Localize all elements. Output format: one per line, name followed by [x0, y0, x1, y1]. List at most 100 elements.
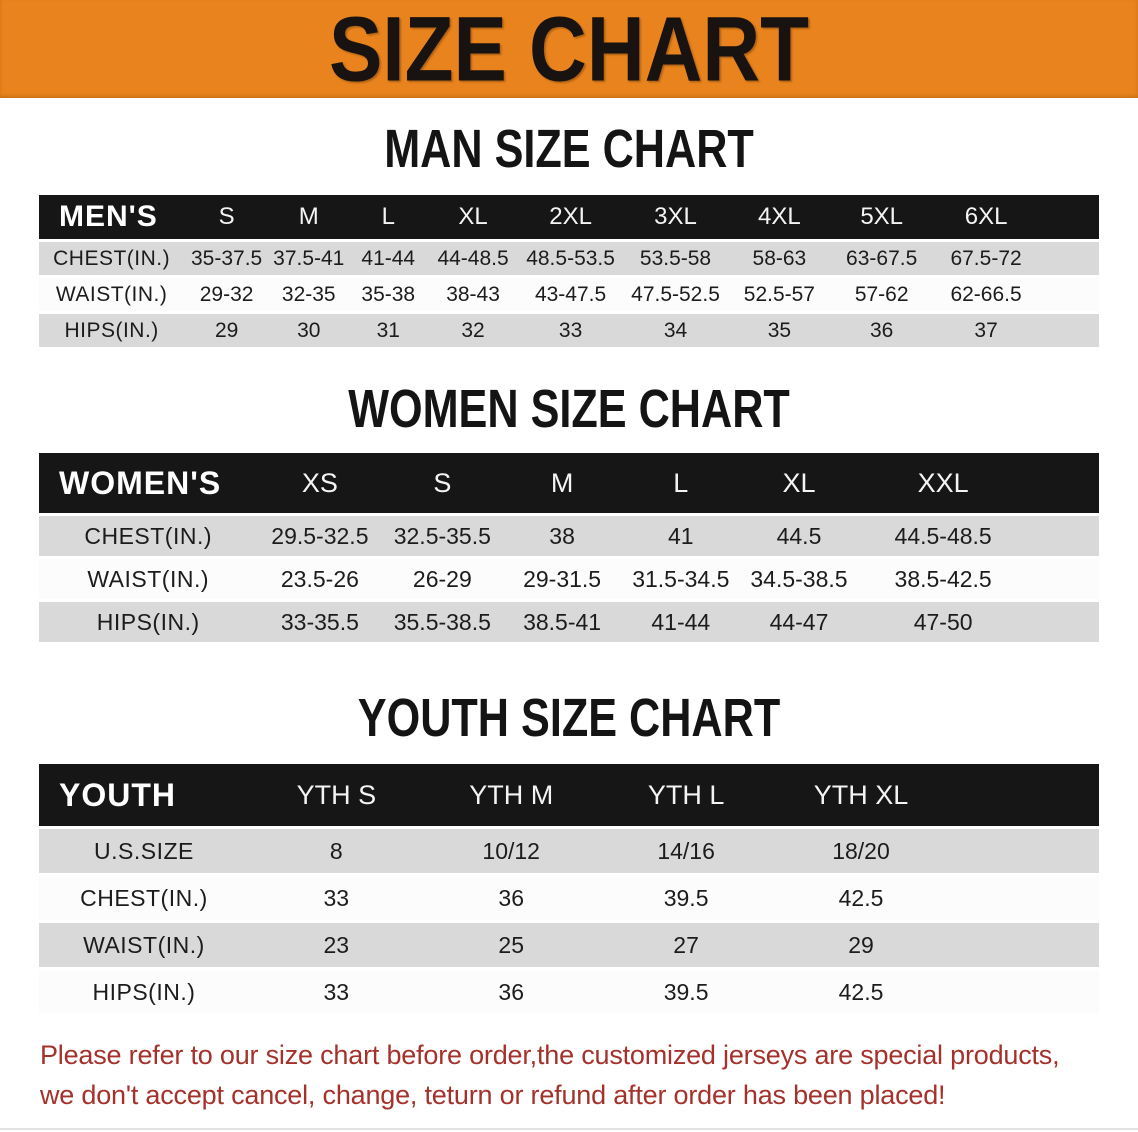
measurement-cell: 48.5-53.5 — [518, 242, 624, 275]
row-label: CHEST(IN.) — [39, 876, 249, 920]
header-filler — [1039, 195, 1099, 239]
measurement-cell: 44.5-48.5 — [858, 516, 1028, 556]
table-row: CHEST(IN.) 33 36 39.5 42.5 — [39, 876, 1099, 920]
row-label: CHEST(IN.) — [39, 242, 185, 275]
size-column-header: YTH M — [423, 764, 599, 826]
measurement-cell: 29 — [184, 314, 270, 347]
size-column-header: 3XL — [623, 195, 728, 239]
row-filler — [948, 970, 1099, 1014]
table-row: HIPS(IN.) 33 36 39.5 42.5 — [39, 970, 1099, 1014]
table-row: CHEST(IN.) 29.5-32.5 32.5-35.5 38 41 44.5 44.5… — [39, 516, 1099, 556]
row-label: WAIST(IN.) — [39, 278, 185, 311]
row-filler — [1027, 559, 1099, 599]
size-chart-sections: MAN SIZE CHART MEN'S S M L XL 2XL 3XL 4XL 5XL 6X… — [0, 122, 1138, 1017]
size-column-header: XS — [257, 453, 383, 513]
row-label: HIPS(IN.) — [39, 314, 185, 347]
size-column-header: 4XL — [727, 195, 831, 239]
size-chart-section: MAN SIZE CHART MEN'S S M L XL 2XL 3XL 4XL 5XL 6X… — [0, 122, 1138, 350]
measurement-cell: 38 — [502, 516, 622, 556]
size-table: YOUTH YTH S YTH M YTH L YTH XL U.S.SIZE 8 10/… — [39, 761, 1099, 1017]
table-row: U.S.SIZE 8 10/12 14/16 18/20 — [39, 829, 1099, 873]
table-row: HIPS(IN.) 29 30 31 32 33 34 35 36 37 — [39, 314, 1099, 347]
measurement-cell: 52.5-57 — [727, 278, 831, 311]
table-group-label: MEN'S — [39, 195, 185, 239]
measurement-cell: 30 — [269, 314, 349, 347]
size-column-header: S — [382, 453, 503, 513]
row-filler — [1039, 314, 1099, 347]
measurement-cell: 29-32 — [184, 278, 270, 311]
measurement-cell: 10/12 — [423, 829, 599, 873]
table-header-row: MEN'S S M L XL 2XL 3XL 4XL 5XL 6XL — [39, 195, 1099, 239]
measurement-cell: 26-29 — [382, 559, 503, 599]
measurement-cell: 32 — [428, 314, 519, 347]
measurement-cell: 41-44 — [621, 602, 740, 642]
header-filler — [948, 764, 1099, 826]
size-chart-section: WOMEN SIZE CHART WOMEN'S XS S M L XL XXL CHES… — [0, 382, 1138, 645]
order-note-line-1: Please refer to our size chart before or… — [40, 1040, 1060, 1070]
table-group-label: YOUTH — [39, 764, 249, 826]
row-filler — [1027, 602, 1099, 642]
size-table: WOMEN'S XS S M L XL XXL CHEST(IN.) 29.5-32.5 32… — [39, 450, 1099, 645]
measurement-cell: 33 — [518, 314, 624, 347]
row-label: HIPS(IN.) — [39, 970, 249, 1014]
measurement-cell: 38.5-41 — [502, 602, 622, 642]
measurement-cell: 38.5-42.5 — [858, 559, 1028, 599]
measurement-cell: 31.5-34.5 — [621, 559, 740, 599]
size-chart-banner: SIZE CHART — [0, 0, 1138, 98]
row-label: CHEST(IN.) — [39, 516, 258, 556]
table-row: WAIST(IN.) 29-32 32-35 35-38 38-43 43-47.5 47.… — [39, 278, 1099, 311]
size-column-header: XL — [428, 195, 519, 239]
size-column-header: L — [348, 195, 429, 239]
measurement-cell: 67.5-72 — [932, 242, 1040, 275]
row-filler — [1027, 516, 1099, 556]
measurement-cell: 41-44 — [348, 242, 429, 275]
measurement-cell: 35-38 — [348, 278, 429, 311]
measurement-cell: 37.5-41 — [269, 242, 349, 275]
size-column-header: 5XL — [830, 195, 933, 239]
measurement-cell: 36 — [830, 314, 933, 347]
measurement-cell: 42.5 — [773, 970, 949, 1014]
row-filler — [1039, 242, 1099, 275]
measurement-cell: 36 — [423, 970, 599, 1014]
size-column-header: S — [184, 195, 270, 239]
table-row: WAIST(IN.) 23.5-26 26-29 29-31.5 31.5-34.5 34… — [39, 559, 1099, 599]
table-row: CHEST(IN.) 35-37.5 37.5-41 41-44 44-48.5 48.5… — [39, 242, 1099, 275]
size-column-header: M — [502, 453, 622, 513]
measurement-cell: 44-47 — [739, 602, 859, 642]
measurement-cell: 33-35.5 — [257, 602, 383, 642]
size-column-header: L — [621, 453, 740, 513]
measurement-cell: 47-50 — [858, 602, 1028, 642]
size-table: MEN'S S M L XL 2XL 3XL 4XL 5XL 6XL CHEST(IN.) 35-… — [39, 192, 1099, 350]
measurement-cell: 58-63 — [727, 242, 831, 275]
size-column-header: M — [269, 195, 349, 239]
row-label: WAIST(IN.) — [39, 923, 249, 967]
measurement-cell: 44-48.5 — [428, 242, 519, 275]
measurement-cell: 18/20 — [773, 829, 949, 873]
size-column-header: XL — [739, 453, 859, 513]
row-filler — [948, 876, 1099, 920]
table-header-row: YOUTH YTH S YTH M YTH L YTH XL — [39, 764, 1099, 826]
measurement-cell: 57-62 — [830, 278, 933, 311]
measurement-cell: 29 — [773, 923, 949, 967]
measurement-cell: 34 — [623, 314, 728, 347]
measurement-cell: 25 — [423, 923, 599, 967]
measurement-cell: 35.5-38.5 — [382, 602, 503, 642]
size-column-header: YTH S — [248, 764, 424, 826]
measurement-cell: 27 — [598, 923, 774, 967]
measurement-cell: 36 — [423, 876, 599, 920]
measurement-cell: 23 — [248, 923, 424, 967]
size-column-header: YTH XL — [773, 764, 949, 826]
measurement-cell: 63-67.5 — [830, 242, 933, 275]
section-title: YOUTH SIZE CHART — [357, 688, 781, 748]
measurement-cell: 39.5 — [598, 876, 774, 920]
row-label: WAIST(IN.) — [39, 559, 258, 599]
table-row: WAIST(IN.) 23 25 27 29 — [39, 923, 1099, 967]
measurement-cell: 29.5-32.5 — [257, 516, 383, 556]
order-note: Please refer to our size chart before or… — [40, 1035, 1115, 1115]
banner-title: SIZE CHART — [329, 0, 809, 101]
section-title: WOMEN SIZE CHART — [348, 379, 790, 439]
measurement-cell: 53.5-58 — [623, 242, 728, 275]
size-column-header: XXL — [858, 453, 1028, 513]
measurement-cell: 33 — [248, 876, 424, 920]
measurement-cell: 32-35 — [269, 278, 349, 311]
